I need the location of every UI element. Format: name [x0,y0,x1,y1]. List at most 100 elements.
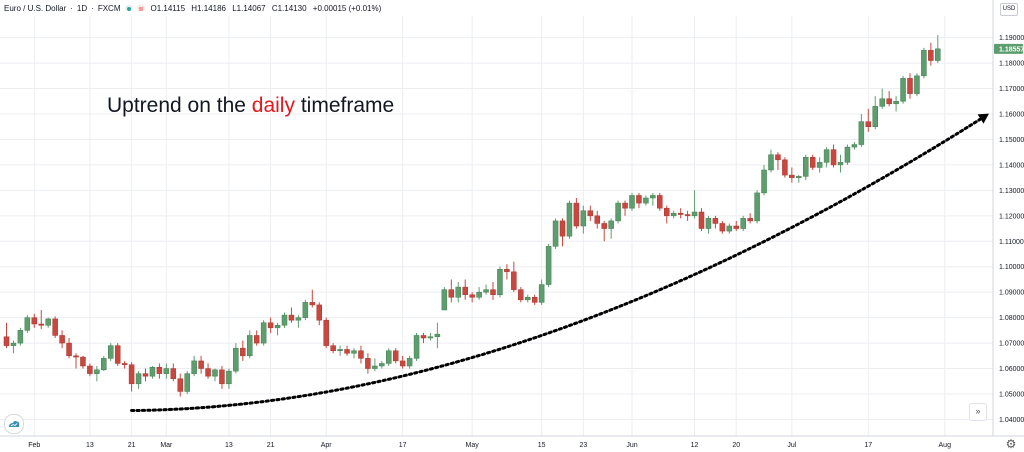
candle [184,371,190,394]
candle [782,157,788,178]
candle [121,360,128,369]
candle [809,154,816,170]
high-value: H1.14186 [191,3,226,13]
candle [511,261,517,293]
interval-label[interactable]: 1D [76,3,88,13]
price-tick-label: 1.08000 [999,315,1024,322]
candle [837,154,844,173]
candle [177,373,183,397]
candle [260,320,267,346]
candle [337,345,343,356]
candle [87,363,93,377]
candle [552,218,559,249]
last-price-label: 1.18557 [994,43,1024,54]
time-tick-label: 20 [732,442,740,449]
candle [594,210,600,229]
candle [420,332,427,344]
time-tick-label: 15 [538,442,546,449]
candle [462,279,468,300]
time-tick-label: 12 [691,442,699,449]
time-tick-label: Jun [626,442,637,449]
candle [101,355,107,372]
candle [455,282,461,303]
symbol-name[interactable]: Euro / U.S. Dollar [4,3,67,13]
currency-button[interactable]: USD [1000,3,1018,16]
candle [830,144,837,168]
candle [733,220,739,232]
time-tick-label: May [466,442,480,449]
price-tick-label: 1.14000 [999,162,1024,169]
candle [823,147,830,168]
compare-icon[interactable] [136,5,145,11]
candle [921,47,927,79]
candle [587,205,594,221]
candle [796,175,802,183]
price-tick-label: 1.10000 [999,264,1024,271]
candle [135,371,142,389]
candle [719,220,726,234]
price-tick-label: 1.18000 [999,61,1024,68]
price-axis[interactable]: 1.19000 1.18000 1.17000 1.16000 1.15000 1.140… [992,0,1024,436]
candle [358,345,364,364]
candle [490,282,496,300]
annotation-text-before: Uptrend on the [107,94,246,117]
double-chevron-right-icon[interactable]: » [969,403,987,421]
cloud-chart-icon[interactable] [4,414,24,434]
candle [448,279,455,303]
time-axis[interactable]: Feb 13 21 Mar 13 21 Apr 17 May 15 23 Jun 12 20 Jul 17 Au… [0,435,1024,449]
candle [789,167,795,183]
candle [267,317,274,333]
gear-icon[interactable]: ⚙ [1005,437,1017,451]
trend-arrow [130,113,989,413]
candle [636,192,642,209]
candle [566,200,573,239]
candle [497,266,503,298]
candle [198,355,204,374]
candle [858,114,865,148]
candle [580,205,587,234]
time-tick-label: 21 [128,442,136,449]
candle [149,366,156,379]
low-value: L1.14067 [232,3,266,13]
candle [469,292,475,303]
candle [212,368,218,382]
trend-line [130,113,988,413]
candle [128,362,135,392]
candle [142,368,149,382]
time-tick-label: 17 [399,442,407,449]
price-tick-label: 1.09000 [999,290,1024,297]
candle [803,154,809,181]
candle [844,144,851,165]
candle [538,279,545,305]
candle [247,330,253,359]
price-tick-label: 1.11000 [999,239,1024,246]
chart-grid [0,16,993,436]
change-value: +0.00015 (+0.01%) [312,3,382,13]
candle [17,327,24,346]
market-status-icon[interactable] [124,5,133,11]
candle [865,108,872,132]
candle [66,338,72,359]
candle [935,35,941,64]
candle [274,322,281,336]
candle [94,366,100,382]
candle [657,192,663,211]
candle [386,348,392,366]
candle [851,142,858,150]
open-value: O1.14115 [150,3,186,13]
candle [518,287,524,303]
candle [379,360,385,369]
price-tick-label: 1.16000 [999,112,1024,119]
candle [768,149,774,173]
candle [114,343,121,366]
candle [170,363,177,382]
candle [392,348,399,364]
trend-annotation: Uptrend on the daily timeframe [107,94,394,118]
candle [191,355,197,377]
candle [38,310,44,330]
ohlc-values: O1.14115 H1.14186 L1.14067 C1.14130 +0.0… [151,4,386,13]
candle [59,330,65,349]
candle [108,343,114,361]
price-tick-label: 1.19000 [999,35,1024,42]
